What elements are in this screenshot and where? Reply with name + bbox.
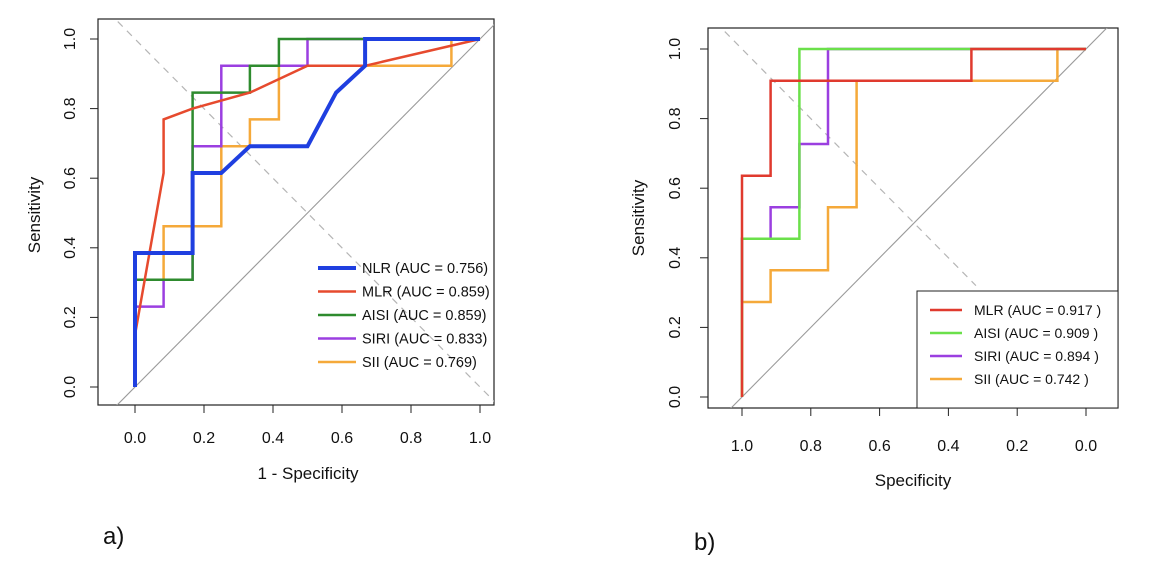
y-tick-label: 0.2 <box>62 306 79 328</box>
roc-curve-mlr <box>740 47 1086 397</box>
y-tick-label: 0.4 <box>667 247 684 269</box>
x-axis-label: 1 - Specificity <box>257 464 359 483</box>
legend: NLR (AUC = 0.756) MLR (AUC = 0.859) AISI (… <box>318 261 490 371</box>
x-tick-label: 1.0 <box>469 430 491 447</box>
legend-entry: SIRI (AUC = 0.833) <box>362 332 487 348</box>
chance-diagonal <box>116 24 494 405</box>
y-tick-label: 1.0 <box>667 38 684 60</box>
legend-entry: NLR (AUC = 0.756) <box>362 261 488 277</box>
panel-label: a) <box>103 523 124 550</box>
roc-curve-mlr <box>133 37 481 336</box>
y-tick-label: 0.6 <box>667 177 684 199</box>
legend-entry: AISI (AUC = 0.909 ) <box>974 325 1098 341</box>
legend-entry: AISI (AUC = 0.859) <box>362 308 487 324</box>
y-tick-label: 0.4 <box>62 237 79 259</box>
x-tick-label: 1.0 <box>731 438 753 455</box>
y-tick-label: 0.8 <box>667 107 684 129</box>
legend: MLR (AUC = 0.917 ) AISI (AUC = 0.909 ) SIR… <box>916 290 1119 409</box>
roc-curve-sii <box>740 47 1086 397</box>
y-tick-label: 0.0 <box>667 386 684 408</box>
y-tick-label: 0.8 <box>62 97 79 119</box>
roc-panel-b: 1.0 0.8 0.6 0.4 0.2 0.0 0.0 0.2 0.4 0.6 0.8 1.0 Sp… <box>629 27 1119 556</box>
legend-entry: SIRI (AUC = 0.894 ) <box>974 348 1099 364</box>
x-tick-label: 0.6 <box>868 438 890 455</box>
youden-dashed-diagonal <box>724 31 977 287</box>
y-axis-label: Sensitivity <box>25 176 44 253</box>
x-tick-label: 0.0 <box>1075 438 1097 455</box>
x-tick-label: 0.4 <box>262 430 284 447</box>
youden-dashed-diagonal <box>117 21 494 402</box>
x-axis-label: Specificity <box>875 471 952 490</box>
panel-label: b) <box>694 529 715 556</box>
x-tick-label: 0.2 <box>1006 438 1028 455</box>
x-tick-label: 0.6 <box>331 430 353 447</box>
legend-entry: SII (AUC = 0.742 ) <box>974 371 1089 387</box>
x-tick-label: 0.0 <box>124 430 146 447</box>
legend-entry: MLR (AUC = 0.917 ) <box>974 302 1101 318</box>
roc-curve-nlr <box>133 37 480 387</box>
legend-entry: SII (AUC = 0.769) <box>362 355 477 371</box>
x-tick-label: 0.8 <box>400 430 422 447</box>
x-tick-label: 0.4 <box>937 438 959 455</box>
x-tick-label: 0.2 <box>193 430 215 447</box>
y-tick-label: 0.6 <box>62 167 79 189</box>
roc-curve-siri <box>740 47 1086 302</box>
y-tick-label: 1.0 <box>62 28 79 50</box>
y-axis-label: Sensitivity <box>629 179 648 256</box>
y-tick-label: 0.0 <box>62 376 79 398</box>
legend-entry: MLR (AUC = 0.859) <box>362 285 490 301</box>
y-tick-label: 0.2 <box>667 316 684 338</box>
roc-panel-a: 0.0 0.2 0.4 0.6 0.8 1.0 0.0 0.2 0.4 0.6 0.8 1.0 1 … <box>25 18 495 550</box>
chance-diagonal <box>730 28 1108 408</box>
x-tick-label: 0.8 <box>800 438 822 455</box>
